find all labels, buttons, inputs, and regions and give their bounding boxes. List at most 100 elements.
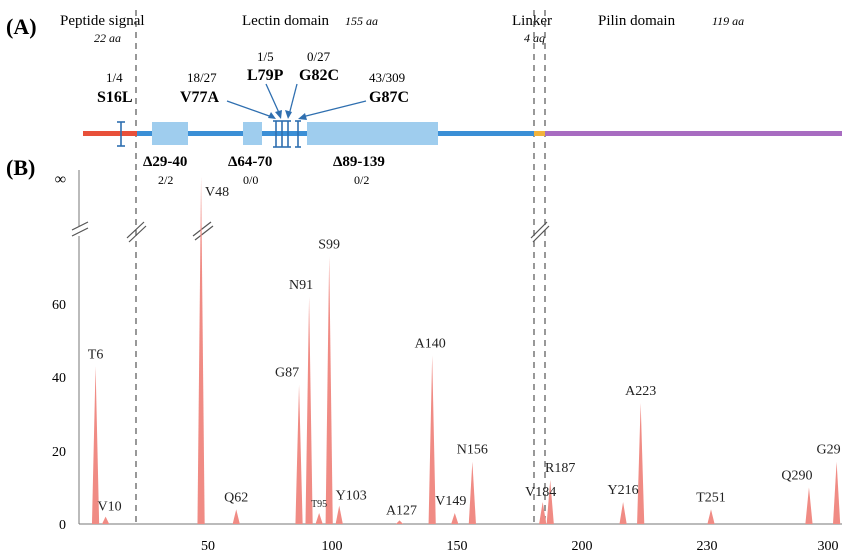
mutation-g87c-ratio: 43/309: [369, 70, 405, 85]
peak-v184: [539, 502, 547, 524]
peak-q290: [805, 487, 813, 524]
break-mark-136-b: [128, 225, 147, 243]
domain-bar: [83, 122, 842, 145]
mutation-l79p-label: L79P: [247, 67, 284, 84]
peak-y216: [619, 502, 627, 524]
arrow-g87c: [301, 100, 367, 118]
peak-n156: [468, 461, 476, 524]
deletion-89-139-label: Δ89-139: [333, 154, 385, 170]
x-tick-300: 300: [818, 539, 839, 554]
peak-label-a127: A127: [386, 503, 417, 518]
peak-label-q62: Q62: [224, 490, 248, 505]
peak-n91: [305, 296, 313, 524]
break-mark-v48-a: [192, 221, 212, 237]
arrow-l79p: [265, 83, 281, 116]
peak-label-g29: G29: [817, 443, 841, 458]
arrow-v77a: [226, 100, 273, 118]
deletion-box-64-70: [243, 122, 262, 145]
mutation-tick-g82c: [285, 120, 291, 148]
x-tick-200: 200: [572, 539, 593, 554]
y-tick-60: 60: [52, 298, 66, 313]
peak-t6: [91, 366, 100, 524]
domain-bar-linker: [534, 131, 545, 136]
peak-q62: [232, 509, 240, 524]
x-tick-100: 100: [322, 539, 343, 554]
peak-t251: [707, 509, 715, 524]
break-mark-v48-b: [194, 225, 214, 241]
peak-label-v184: V184: [525, 485, 556, 500]
mutation-arrows: [226, 83, 367, 120]
deletion-box-89-139: [307, 122, 438, 145]
peak-label-a140: A140: [415, 336, 446, 351]
y-tick-20: 20: [52, 445, 66, 460]
peak-a223: [637, 403, 645, 524]
domain-lectin-name: Lectin domain: [242, 13, 330, 29]
mutation-l79p-ratio: 1/5: [257, 49, 274, 64]
mutation-tick-s16l: [117, 121, 125, 147]
mutation-g82c-label: G82C: [299, 67, 339, 84]
mutation-v77a-label: V77A: [180, 89, 220, 106]
peak-label-v149: V149: [435, 494, 466, 509]
deletion-89-139-ratio: 0/2: [354, 173, 369, 187]
domain-boundaries: [135, 10, 546, 524]
deletion-29-40-label: Δ29-40: [143, 154, 187, 170]
domain-linker-name: Linker: [512, 13, 552, 29]
peak-g29: [833, 461, 841, 524]
peak-a127: [395, 520, 404, 524]
peak-t95: [315, 513, 323, 524]
peak-label-t95: T95: [311, 499, 327, 510]
peak-label-v48: V48: [205, 185, 229, 200]
mutation-s16l-label: S16L: [97, 89, 133, 106]
peak-label-n91: N91: [289, 278, 313, 293]
domain-pilin-length: 119 aa: [712, 14, 744, 28]
break-mark-yaxis-a: [71, 221, 89, 231]
mutation-g82c-ratio: 0/27: [307, 49, 331, 64]
peak-label-n156: N156: [457, 443, 488, 458]
domain-bar-signal: [83, 131, 137, 136]
peak-label-t6: T6: [88, 347, 104, 362]
peak-labels-layer: T6 V10 V48 Q62 G87 N91 T95 S99 Y103 A127 A140 V149 N…: [88, 185, 841, 518]
peak-v149: [451, 513, 459, 524]
peak-label-s99: S99: [318, 237, 340, 252]
peak-r187: [546, 480, 554, 524]
deletion-29-40-ratio: 2/2: [158, 173, 173, 187]
y-tick-0: 0: [59, 518, 66, 533]
deletion-box-29-40: [152, 122, 188, 145]
arrow-g82c: [288, 83, 298, 116]
mutation-g87c-label: G87C: [369, 89, 409, 106]
domain-peptide-name: Peptide signal: [60, 13, 145, 29]
mutation-tick-v77a: [273, 120, 279, 148]
break-mark-136-a: [126, 221, 145, 239]
x-tick-150: 150: [447, 539, 468, 554]
peak-label-y103: Y103: [336, 489, 367, 504]
peak-label-t251: T251: [696, 490, 726, 505]
peak-v10: [102, 516, 110, 524]
y-infinity-label: ∞: [55, 171, 66, 188]
deletion-64-70-ratio: 0/0: [243, 173, 258, 187]
peak-label-y216: Y216: [608, 483, 639, 498]
panel-b-label: (B): [6, 155, 35, 180]
peak-label-r187: R187: [545, 461, 575, 476]
peak-label-v10: V10: [98, 500, 122, 515]
domain-pilin-name: Pilin domain: [598, 13, 676, 29]
mutation-v77a-ratio: 18/27: [187, 70, 217, 85]
domain-peptide-length: 22 aa: [94, 31, 121, 45]
domain-lectin-length: 155 aa: [345, 14, 378, 28]
axis-breaks: [71, 221, 550, 243]
peak-v48: [197, 176, 205, 524]
deletion-64-70-label: Δ64-70: [228, 154, 272, 170]
peaks-layer: [91, 176, 841, 524]
x-tick-230: 230: [697, 539, 718, 554]
mutation-ticks: [117, 120, 301, 148]
peak-s99: [325, 256, 333, 524]
peak-label-a223: A223: [625, 384, 656, 399]
mutation-tick-l79p: [279, 120, 285, 148]
break-mark-yaxis-b: [71, 227, 89, 237]
panel-a-label: (A): [6, 14, 37, 39]
peak-a140: [428, 355, 436, 524]
x-tick-50: 50: [201, 539, 215, 554]
break-mark-534-b: [532, 225, 550, 243]
y-tick-40: 40: [52, 371, 66, 386]
